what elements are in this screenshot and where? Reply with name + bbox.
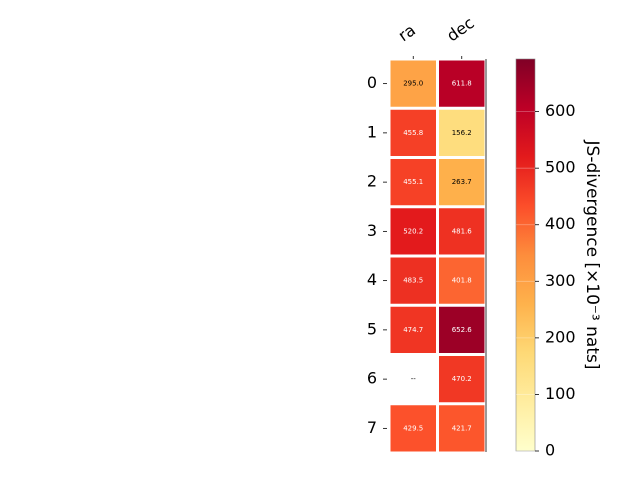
column-tick-label: ra — [395, 20, 419, 45]
row-tick-label: 6 — [367, 369, 377, 388]
heatmap-cell — [390, 109, 436, 156]
cell-value-label: 652.6 — [452, 326, 473, 334]
heatmap-cell — [439, 109, 485, 156]
cell-value-label: 263.7 — [452, 178, 472, 186]
colorbar-tick-label: 500 — [545, 158, 576, 177]
heatmap-cell — [390, 405, 436, 452]
cell-value-label: 481.6 — [452, 227, 473, 235]
row-tick-label: 1 — [367, 122, 377, 141]
row-tick-label: 5 — [367, 319, 377, 338]
colorbar-tick-label: 600 — [545, 101, 576, 120]
cell-value-label: -- — [411, 375, 417, 383]
heatmap-axes: ra dec 0 1 2 3 4 5 6 7 — [367, 13, 487, 452]
heatmap-cell — [390, 159, 436, 206]
cell-value-label: 520.2 — [403, 227, 423, 235]
cell-value-label: 156.2 — [452, 129, 472, 137]
colorbar-label: JS-divergence [×10⁻³ nats] — [582, 140, 602, 370]
colorbar-tick-label: 200 — [545, 327, 576, 346]
colorbar: 0 100 200 300 400 500 600 JS-divergence [×10⁻³… — [515, 58, 602, 460]
cell-value-label: 483.5 — [403, 277, 423, 285]
heatmap-cell — [390, 306, 436, 353]
heatmap-cell — [439, 159, 485, 206]
column-tick-label: dec — [443, 13, 477, 45]
heatmap-cell — [390, 257, 436, 304]
colorbar-tick-label: 300 — [545, 271, 576, 290]
row-tick-label: 2 — [367, 172, 377, 191]
cell-value-label: 474.7 — [403, 326, 423, 334]
colorbar-tick-label: 100 — [545, 384, 576, 403]
cell-value-label: 429.5 — [403, 424, 423, 432]
cell-value-label: 421.7 — [452, 424, 472, 432]
colorbar-gradient — [515, 58, 536, 452]
heatmap-cells: 295.0 611.8 455.8 156.2 455.1 263.7 520.2 481.6… — [390, 60, 485, 452]
heatmap-cell — [439, 257, 485, 304]
cell-value-label: 611.8 — [452, 80, 472, 88]
cell-value-label: 295.0 — [403, 80, 423, 88]
heatmap-cell — [439, 60, 485, 107]
row-tick-label: 3 — [367, 221, 377, 240]
colorbar-tick-label: 400 — [545, 214, 576, 233]
cell-value-label: 470.2 — [452, 375, 472, 383]
heatmap-cell — [439, 208, 485, 255]
cell-value-label: 455.1 — [403, 178, 423, 186]
row-tick-label: 7 — [367, 418, 377, 437]
colorbar-tick-label: 0 — [545, 441, 555, 460]
heatmap-cell — [390, 60, 436, 107]
row-tick-label: 4 — [367, 270, 377, 289]
heatmap-cell — [439, 306, 485, 353]
cell-value-label: 455.8 — [403, 129, 423, 137]
heatmap-cell — [390, 208, 436, 255]
heatmap-cell — [439, 405, 485, 452]
heatmap-cell — [439, 356, 485, 403]
row-tick-label: 0 — [367, 73, 377, 92]
cell-value-label: 401.8 — [452, 277, 472, 285]
